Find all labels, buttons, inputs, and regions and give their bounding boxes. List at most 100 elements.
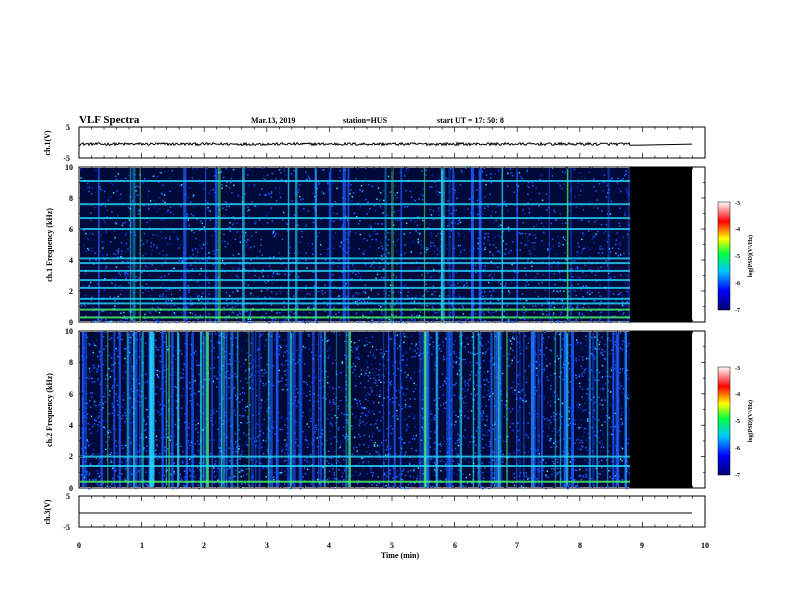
spectrogram-cell [165,289,167,292]
spectrogram-cell [443,313,445,316]
spectrogram-cell [238,445,240,447]
spectrogram-cell [283,169,286,172]
spectrogram-cell [273,235,275,238]
spectrogram-cell [601,424,603,426]
spectrogram-cell [521,349,523,351]
spectrogram-cell [183,362,186,365]
spectrogram-cell [325,359,327,361]
spectrogram-cell [523,400,525,403]
spectrogram-cell [326,460,328,462]
spectrogram-cell [353,342,356,344]
spectrogram-cell [439,479,441,482]
spectrogram-cell [310,454,312,456]
spectrogram-cell [178,247,180,249]
spectrogram-cell [521,305,524,307]
spectrogram-cell [484,248,486,250]
spectrogram-cell [553,457,555,459]
spectrogram-cell [502,461,504,463]
spectrogram-cell [129,207,132,210]
spectrogram-cell [538,205,540,207]
spectrogram-cell [250,292,252,295]
spectrogram-cell [131,384,133,387]
spectrogram-cell [553,428,555,430]
spectrogram-cell [336,213,338,215]
spectrogram-cell [162,249,165,252]
spectrogram-cell [105,265,108,268]
spectrogram-cell [210,340,212,342]
sferic-streak [442,168,446,321]
spectrogram-cell [217,306,219,308]
spectrogram-cell [90,396,93,399]
frequency-band [80,308,630,311]
spectrogram-cell [325,398,327,400]
spectrogram-cell [232,254,235,256]
spectrogram-cell [326,478,329,481]
spectrogram-cell [232,168,235,171]
spectrogram-cell [500,450,502,452]
spectrogram-cell [352,192,355,194]
spectrogram-cell [581,250,583,253]
spectrogram-cell [321,433,324,435]
spectrogram-cell [146,423,148,425]
spectrogram-cell [234,305,237,308]
spectrogram-cell [333,392,335,395]
spectrogram-cell [550,248,552,250]
spectrogram-cell [129,342,132,344]
spectrogram-cell [237,290,239,292]
spectrogram-cell [157,349,160,351]
spectrogram-cell [133,173,136,176]
spectrogram-cell [491,210,493,212]
spectrogram-cell [389,453,391,455]
spectrogram-cell [555,413,558,415]
spectrogram-cell [249,373,251,375]
spectrogram-cell [366,422,368,424]
spectrogram-cell [627,394,629,396]
spectrogram-cell [389,472,391,475]
spectrogram-cell [549,362,551,365]
spectrogram-cell [213,347,215,349]
spectrogram-cell [420,295,422,297]
spectrogram-cell [245,306,247,309]
spectrogram-cell [597,207,599,209]
spectrogram-cell [568,406,570,408]
spectrogram-cell [341,371,343,373]
spectrogram-cell [346,251,348,254]
spectrogram-cell [505,282,507,285]
spectrogram-cell [111,483,113,485]
spectrogram-cell [582,306,584,309]
spectrogram-cell [121,224,124,227]
spectrogram-cell [390,319,392,321]
spectrogram-cell [359,419,361,422]
spectrogram-cell [340,321,342,323]
spectrogram-cell [333,436,336,438]
spectrogram-cell [556,419,558,421]
spectrogram-cell [159,295,161,297]
spectrogram-cell [252,321,254,324]
spectrogram-cell [165,295,167,298]
spectrogram-cell [487,386,489,388]
spectrogram-cell [391,291,393,293]
spectrogram-cell [506,482,508,484]
spectrogram-cell [430,336,432,339]
spectrogram-cell [593,376,595,379]
spectrogram-cell [510,249,512,252]
spectrogram-cell [582,477,585,479]
spectrogram-cell [579,441,581,444]
spectrogram-cell [339,371,342,374]
spectrogram-cell [404,335,406,338]
spectrogram-cell [89,392,92,394]
spectrogram-cell [274,318,277,321]
spectrogram-cell [562,344,565,347]
spectrogram-cell [139,208,141,211]
spectrogram-cell [166,211,168,214]
spectrogram-cell [527,261,529,263]
spectrogram-cell [132,200,134,202]
spectrogram-cell [356,304,359,306]
spectrogram-cell [106,322,109,324]
spectrogram-cell [318,182,320,185]
spectrogram-cell [492,392,494,395]
spectrogram-cell [371,185,373,188]
spectrogram-cell [559,290,562,292]
spectrogram-cell [378,304,380,307]
spectrogram-cell [590,352,592,355]
